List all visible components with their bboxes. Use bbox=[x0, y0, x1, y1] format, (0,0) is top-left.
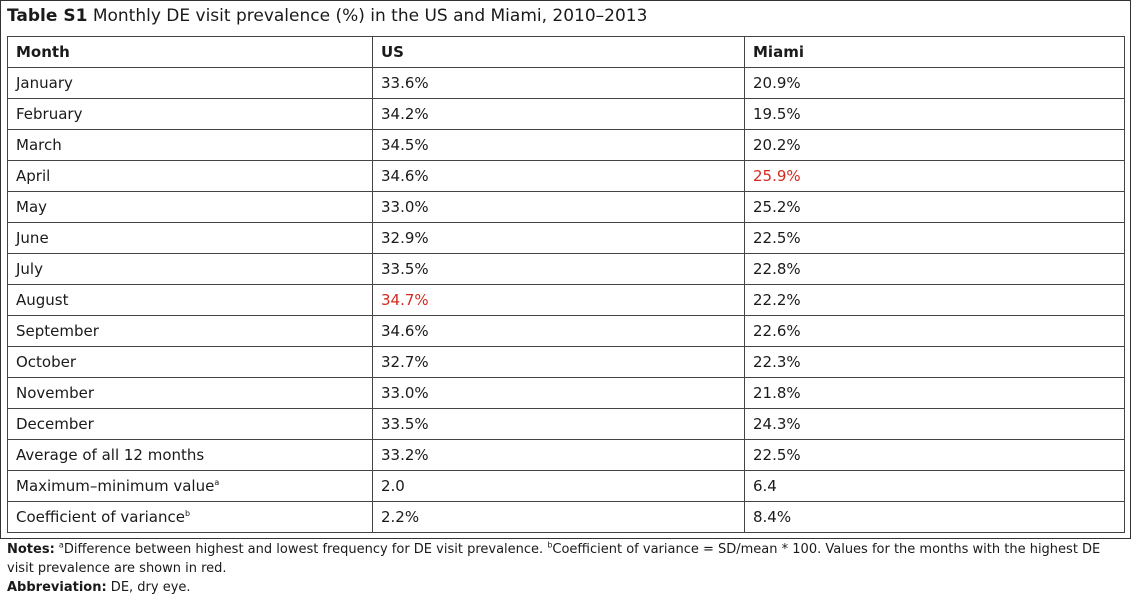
cell-month: October bbox=[7, 346, 373, 378]
cell-miami: 6.4 bbox=[744, 470, 1125, 502]
cell-us: 2.2% bbox=[372, 501, 745, 533]
cell-us: 34.6% bbox=[372, 315, 745, 347]
header-row: Month US Miami bbox=[7, 36, 1125, 68]
cell-month: December bbox=[7, 408, 373, 440]
table-row-range: Maximum–minimum valuea 2.0 6.4 bbox=[7, 470, 1125, 502]
table-row-average: Average of all 12 months 33.2% 22.5% bbox=[7, 439, 1125, 471]
caption-label: Table S1 bbox=[7, 6, 88, 26]
cell-us: 33.0% bbox=[372, 377, 745, 409]
cell-miami: 22.5% bbox=[744, 222, 1125, 254]
note-a: Difference between highest and lowest fr… bbox=[63, 542, 548, 557]
cell-us: 2.0 bbox=[372, 470, 745, 502]
cell-us: 33.6% bbox=[372, 67, 745, 99]
cell-month: August bbox=[7, 284, 373, 316]
table-row: April 34.6% 25.9% bbox=[7, 160, 1125, 192]
caption-title: Monthly DE visit prevalence (%) in the U… bbox=[92, 6, 648, 26]
cell-miami: 21.8% bbox=[744, 377, 1125, 409]
cell-us: 33.2% bbox=[372, 439, 745, 471]
header-miami: Miami bbox=[744, 36, 1125, 68]
table-row: March 34.5% 20.2% bbox=[7, 129, 1125, 161]
cell-us: 33.5% bbox=[372, 253, 745, 285]
cell-miami: 8.4% bbox=[744, 501, 1125, 533]
table-row: May 33.0% 25.2% bbox=[7, 191, 1125, 223]
cell-month: Average of all 12 months bbox=[7, 439, 373, 471]
cell-us: 34.5% bbox=[372, 129, 745, 161]
table-row: January 33.6% 20.9% bbox=[7, 67, 1125, 99]
cell-miami: 25.2% bbox=[744, 191, 1125, 223]
cell-month: March bbox=[7, 129, 373, 161]
row-label: Coefficient of variance bbox=[16, 508, 185, 526]
cell-us: 33.5% bbox=[372, 408, 745, 440]
cell-us: 32.7% bbox=[372, 346, 745, 378]
cell-miami: 24.3% bbox=[744, 408, 1125, 440]
abbreviation-paragraph: Abbreviation: DE, dry eye. bbox=[7, 578, 1127, 597]
cell-month: May bbox=[7, 191, 373, 223]
notes-paragraph: Notes: aDifference between highest and l… bbox=[7, 540, 1127, 578]
cell-us: 34.2% bbox=[372, 98, 745, 130]
footnote-marker: b bbox=[184, 509, 191, 518]
cell-month: September bbox=[7, 315, 373, 347]
table-row: June 32.9% 22.5% bbox=[7, 222, 1125, 254]
header-month: Month bbox=[7, 36, 373, 68]
table-row: December 33.5% 24.3% bbox=[7, 408, 1125, 440]
cell-us-highlight: 34.7% bbox=[372, 284, 745, 316]
table-row: August 34.7% 22.2% bbox=[7, 284, 1125, 316]
footnote-marker-b: b bbox=[547, 540, 553, 550]
table-row: July 33.5% 22.8% bbox=[7, 253, 1125, 285]
table-row: November 33.0% 21.8% bbox=[7, 377, 1125, 409]
cell-miami: 22.6% bbox=[744, 315, 1125, 347]
cell-month: July bbox=[7, 253, 373, 285]
note-b: Coefficient of variance = SD/mean * 100.… bbox=[7, 542, 1101, 576]
cell-us: 34.6% bbox=[372, 160, 745, 192]
cell-month: June bbox=[7, 222, 373, 254]
table-row-cv: Coefficient of varianceb 2.2% 8.4% bbox=[7, 501, 1125, 533]
table-row: February 34.2% 19.5% bbox=[7, 98, 1125, 130]
cell-us: 32.9% bbox=[372, 222, 745, 254]
footnote-marker: a bbox=[214, 478, 220, 487]
row-label: Maximum–minimum value bbox=[16, 477, 215, 495]
cell-miami: 20.9% bbox=[744, 67, 1125, 99]
cell-us: 33.0% bbox=[372, 191, 745, 223]
cell-month: January bbox=[7, 67, 373, 99]
cell-month: November bbox=[7, 377, 373, 409]
cell-miami-highlight: 25.9% bbox=[744, 160, 1125, 192]
table-row: October 32.7% 22.3% bbox=[7, 346, 1125, 378]
table-notes: Notes: aDifference between highest and l… bbox=[7, 540, 1127, 597]
cell-miami: 19.5% bbox=[744, 98, 1125, 130]
cell-miami: 22.5% bbox=[744, 439, 1125, 471]
cell-miami: 22.2% bbox=[744, 284, 1125, 316]
table-caption: Table S1 Monthly DE visit prevalence (%)… bbox=[7, 6, 647, 26]
data-table: Month US Miami January 33.6% 20.9% Febru… bbox=[7, 36, 1125, 533]
cell-miami: 22.3% bbox=[744, 346, 1125, 378]
table-row: September 34.6% 22.6% bbox=[7, 315, 1125, 347]
cell-month: April bbox=[7, 160, 373, 192]
notes-label: Notes: bbox=[7, 542, 55, 557]
footnote-marker-a: a bbox=[58, 540, 64, 550]
abbreviation-text: DE, dry eye. bbox=[106, 580, 191, 595]
cell-month: February bbox=[7, 98, 373, 130]
cell-miami: 20.2% bbox=[744, 129, 1125, 161]
cell-month: Coefficient of varianceb bbox=[7, 501, 373, 533]
abbreviation-label: Abbreviation: bbox=[7, 580, 107, 595]
cell-month: Maximum–minimum valuea bbox=[7, 470, 373, 502]
cell-miami: 22.8% bbox=[744, 253, 1125, 285]
header-us: US bbox=[372, 36, 745, 68]
